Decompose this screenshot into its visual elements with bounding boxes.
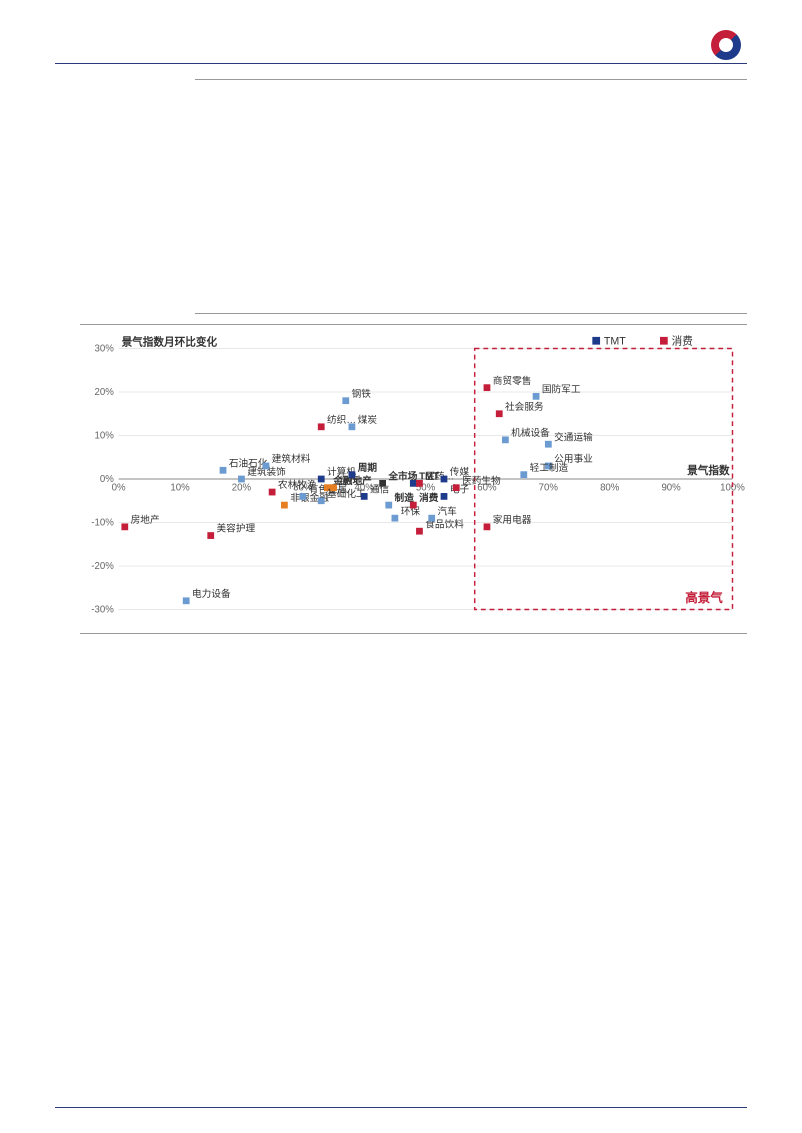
svg-text:高景气: 高景气 <box>685 590 723 605</box>
svg-text:-30%: -30% <box>91 604 114 615</box>
svg-text:10%: 10% <box>170 483 190 494</box>
svg-text:电力设备: 电力设备 <box>192 588 231 600</box>
svg-text:0%: 0% <box>112 483 126 494</box>
svg-text:建筑材料: 建筑材料 <box>272 453 311 465</box>
logo-icon <box>711 30 741 60</box>
svg-text:汽车: 汽车 <box>438 505 458 517</box>
chart10-container <box>195 79 747 314</box>
svg-text:美容护理: 美容护理 <box>217 523 256 535</box>
svg-text:20%: 20% <box>232 483 252 494</box>
chart11-container: -30%-20%-10%0%10%20%30%0%10%20%30%40%50%… <box>80 324 747 634</box>
page-footer <box>0 1107 802 1113</box>
svg-text:医药生物: 医药生物 <box>462 475 501 487</box>
svg-text:20%: 20% <box>95 387 115 398</box>
svg-text:-20%: -20% <box>91 561 114 572</box>
svg-text:-10%: -10% <box>91 517 114 528</box>
svg-text:10%: 10% <box>95 430 115 441</box>
svg-text:社会服务: 社会服务 <box>505 401 544 413</box>
svg-text:景气指数: 景气指数 <box>686 464 730 477</box>
svg-text:轻工制造: 轻工制造 <box>530 462 569 474</box>
svg-text:70%: 70% <box>539 483 559 494</box>
page-header <box>55 30 747 64</box>
svg-text:TMT: TMT <box>604 336 626 348</box>
svg-text:交通运输: 交通运输 <box>554 431 593 443</box>
svg-text:煤炭: 煤炭 <box>358 414 378 426</box>
svg-text:80%: 80% <box>600 483 620 494</box>
svg-text:机械设备: 机械设备 <box>511 427 550 439</box>
svg-text:国防军工: 国防军工 <box>542 383 581 395</box>
svg-text:家用电器: 家用电器 <box>493 514 532 526</box>
svg-text:景气指数月环比变化: 景气指数月环比变化 <box>121 336 218 349</box>
svg-text:消费: 消费 <box>672 335 694 348</box>
svg-text:30%: 30% <box>95 343 115 354</box>
svg-text:90%: 90% <box>661 483 681 494</box>
svg-text:周期: 周期 <box>358 462 378 474</box>
svg-text:消费: 消费 <box>419 492 439 504</box>
svg-text:商贸零售: 商贸零售 <box>493 375 532 387</box>
svg-text:房地产: 房地产 <box>131 514 160 526</box>
svg-text:钢铁: 钢铁 <box>352 388 372 400</box>
logo-block <box>711 30 747 60</box>
